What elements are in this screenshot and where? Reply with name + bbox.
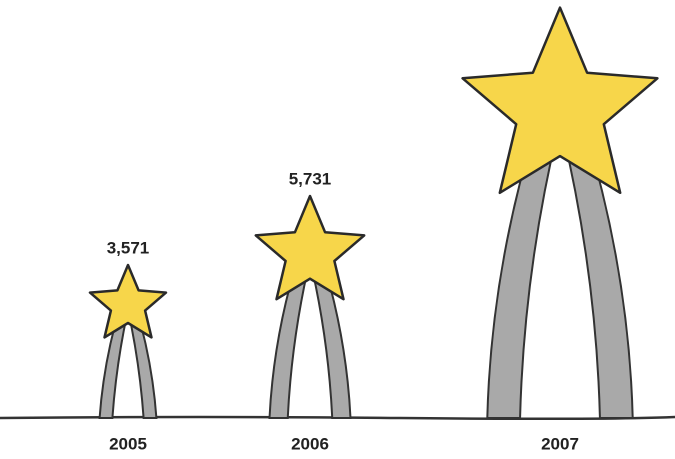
- star-pillar: [88, 263, 168, 419]
- value-label: 3,571: [107, 238, 150, 257]
- pillar-leg: [555, 108, 634, 419]
- pillar-leg: [307, 252, 352, 419]
- pillar-leg: [486, 108, 565, 419]
- star-pillar: [461, 6, 659, 419]
- pillar-leg: [98, 304, 131, 419]
- x-tick-label: 2006: [291, 434, 329, 453]
- star: [461, 6, 659, 195]
- x-tick-label: 2005: [109, 434, 147, 453]
- star-pillar: [254, 194, 366, 419]
- x-tick-label: 2007: [541, 434, 579, 453]
- star: [88, 263, 168, 339]
- pillar-leg: [268, 252, 313, 419]
- star: [254, 194, 366, 301]
- value-label: 5,731: [289, 169, 332, 188]
